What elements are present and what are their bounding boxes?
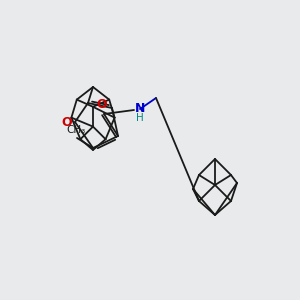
- Text: O: O: [97, 98, 107, 112]
- Text: CH₃: CH₃: [66, 125, 85, 135]
- Text: N: N: [135, 103, 145, 116]
- Text: O: O: [62, 116, 72, 128]
- Text: H: H: [136, 113, 144, 123]
